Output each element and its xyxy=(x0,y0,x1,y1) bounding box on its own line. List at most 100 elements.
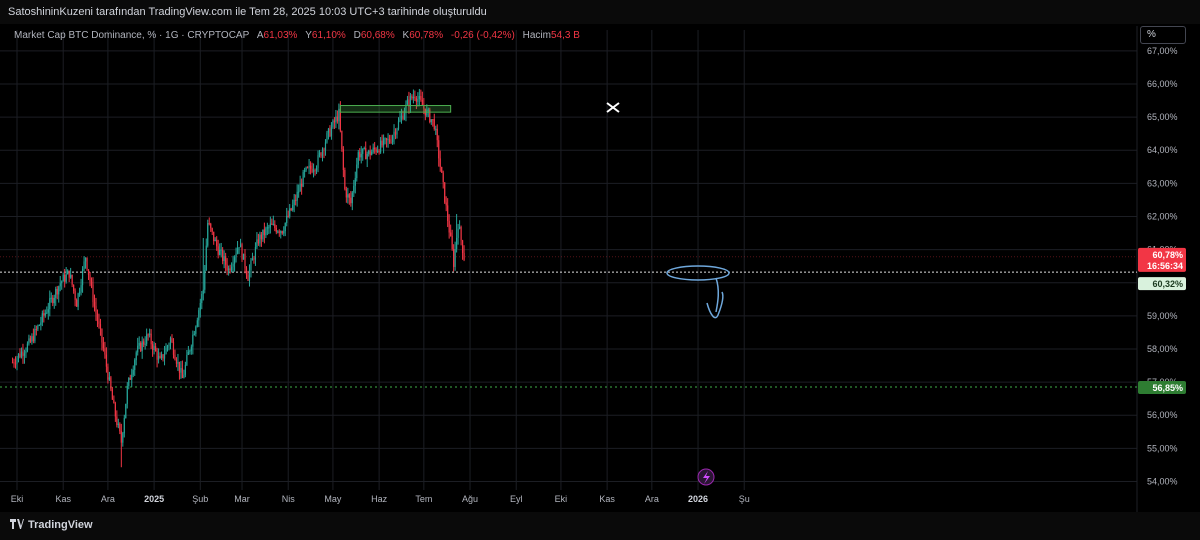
candle xyxy=(131,368,133,387)
candle xyxy=(324,139,327,156)
candle xyxy=(387,133,389,148)
x-tick-label: Eki xyxy=(555,494,568,504)
candle-body xyxy=(184,364,186,375)
candle xyxy=(308,159,310,175)
candle xyxy=(400,108,403,124)
candle xyxy=(56,285,58,300)
candle xyxy=(78,287,81,297)
candle-body xyxy=(195,326,197,334)
candle-body xyxy=(108,377,110,380)
candle-body xyxy=(26,343,29,351)
candle xyxy=(439,150,441,172)
candle xyxy=(391,134,394,145)
candle-body xyxy=(301,183,303,187)
x-tick-label: Şub xyxy=(192,494,208,504)
candle xyxy=(369,145,371,160)
candle xyxy=(360,146,362,164)
candle xyxy=(201,291,203,310)
candle xyxy=(174,349,176,361)
candle xyxy=(363,146,365,150)
candle-body xyxy=(19,353,21,357)
price-axis[interactable]: 54,00%55,00%56,00%57,00%58,00%59,00%60,0… xyxy=(1138,46,1186,487)
candle-body xyxy=(77,293,79,307)
candle-body xyxy=(174,354,176,360)
candle xyxy=(122,431,124,447)
candle-body xyxy=(371,151,373,156)
candle-body xyxy=(232,263,234,267)
candle xyxy=(314,168,316,176)
candle-body xyxy=(55,288,57,298)
candle xyxy=(181,360,184,379)
candle-body xyxy=(408,99,410,107)
candle xyxy=(250,257,252,278)
candle-body xyxy=(178,361,181,373)
tradingview-logo[interactable]: TradingView xyxy=(10,519,93,531)
candle xyxy=(420,89,422,102)
candle-body xyxy=(290,208,292,211)
support-price-tag-bg xyxy=(1138,381,1186,395)
candle xyxy=(421,91,423,106)
candle xyxy=(219,243,221,256)
candle-body xyxy=(235,253,237,258)
candle-body xyxy=(251,258,254,261)
support-price-tag: 56,85% xyxy=(1138,381,1186,395)
candle-body xyxy=(412,96,415,99)
candle-body xyxy=(311,168,313,172)
candle-body xyxy=(296,191,298,201)
candle xyxy=(132,365,134,378)
candle xyxy=(405,100,407,122)
candle xyxy=(287,210,289,218)
x-tick-label: Nis xyxy=(282,494,295,504)
candle xyxy=(374,142,376,154)
chart-attribution: SatoshininKuzeni tarafından TradingView.… xyxy=(8,6,487,18)
candle xyxy=(28,334,30,346)
candle-body xyxy=(53,297,55,304)
candle xyxy=(342,146,344,178)
candle xyxy=(32,328,34,344)
candle xyxy=(178,361,181,380)
time-axis[interactable]: Eki Kas Ara 2025 Şub Mar Nis May Haz Tem Ağu Eyl Eki… xyxy=(11,494,750,504)
candle-body xyxy=(99,324,102,329)
candle xyxy=(135,350,137,366)
candle xyxy=(274,220,276,232)
candle-body xyxy=(96,313,99,322)
candle xyxy=(457,223,459,245)
candle-body xyxy=(180,368,182,373)
candle-body xyxy=(350,197,352,204)
candle-body xyxy=(228,268,230,271)
candle xyxy=(187,345,189,356)
candle-body xyxy=(56,288,58,295)
legend-high-label: Y xyxy=(305,30,312,41)
candle xyxy=(301,178,303,195)
x-tick-label: Kas xyxy=(599,494,615,504)
candle-body xyxy=(375,149,377,152)
candle xyxy=(323,147,325,159)
circle-annotation xyxy=(666,265,730,281)
candle xyxy=(20,347,23,359)
candle xyxy=(229,264,231,274)
candle xyxy=(180,361,182,379)
candle-body xyxy=(299,183,301,192)
candle-body xyxy=(359,152,361,158)
candle xyxy=(90,277,93,289)
candle xyxy=(98,313,100,329)
candle xyxy=(460,225,462,246)
candle-body xyxy=(441,166,443,173)
candle xyxy=(335,109,337,129)
candle-body xyxy=(23,353,26,356)
candle-body xyxy=(360,153,362,158)
candle xyxy=(375,147,377,155)
candle xyxy=(403,107,406,121)
candle xyxy=(268,224,270,235)
candle-body xyxy=(190,346,192,351)
candle xyxy=(436,124,438,148)
candle-body xyxy=(385,138,388,141)
candle-body xyxy=(417,98,419,102)
candle xyxy=(23,349,26,364)
candle-body xyxy=(160,354,163,358)
candle-body xyxy=(275,228,277,233)
scale-mode-button[interactable]: % xyxy=(1140,26,1186,44)
candle-body xyxy=(31,336,33,342)
y-tick-label: 58,00% xyxy=(1147,344,1178,354)
